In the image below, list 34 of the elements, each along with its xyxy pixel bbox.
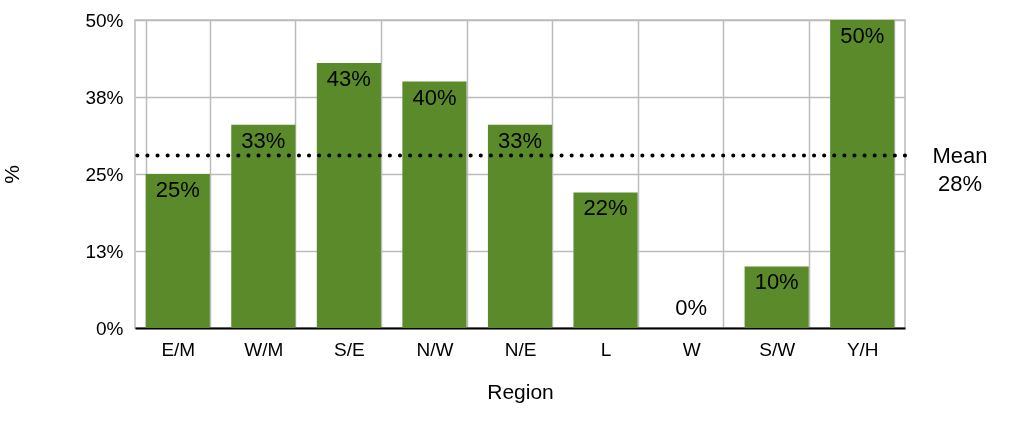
data-label: 33% [241,127,286,153]
bar [487,124,553,328]
data-label: 22% [583,195,628,221]
y-tick-label: 50% [85,9,124,31]
x-tick-label: E/M [161,338,196,360]
y-tick-label: 13% [85,240,124,262]
x-tick-label: W/M [244,338,284,360]
bar [316,63,381,328]
y-tick-label: 38% [85,86,124,108]
data-label: 50% [840,23,885,48]
x-tick-label: W [682,338,701,360]
data-label: 43% [326,66,371,92]
ref-line-label: Mean 28% [932,142,988,196]
x-tick-label: Y/H [846,338,879,360]
data-label: 0% [675,295,708,320]
bar [744,266,809,328]
y-tick-label: 25% [85,163,124,185]
y-axis-title: % [0,165,24,184]
y-tick-label: 0% [96,317,124,339]
bar [573,192,638,328]
x-tick-label: N/E [504,338,537,360]
data-label: 25% [155,177,200,202]
x-tick-label: S/W [759,338,796,360]
x-tick-label: N/W [416,338,454,360]
bar [830,20,895,328]
x-axis-title: Region [487,379,554,403]
x-tick-label: S/E [334,338,365,360]
x-tick-label: L [600,338,612,360]
bar [145,174,210,328]
data-label: 33% [497,127,543,153]
data-label: 10% [754,269,799,295]
bar [231,124,296,328]
bar [402,81,467,328]
data-label: 40% [412,84,457,110]
